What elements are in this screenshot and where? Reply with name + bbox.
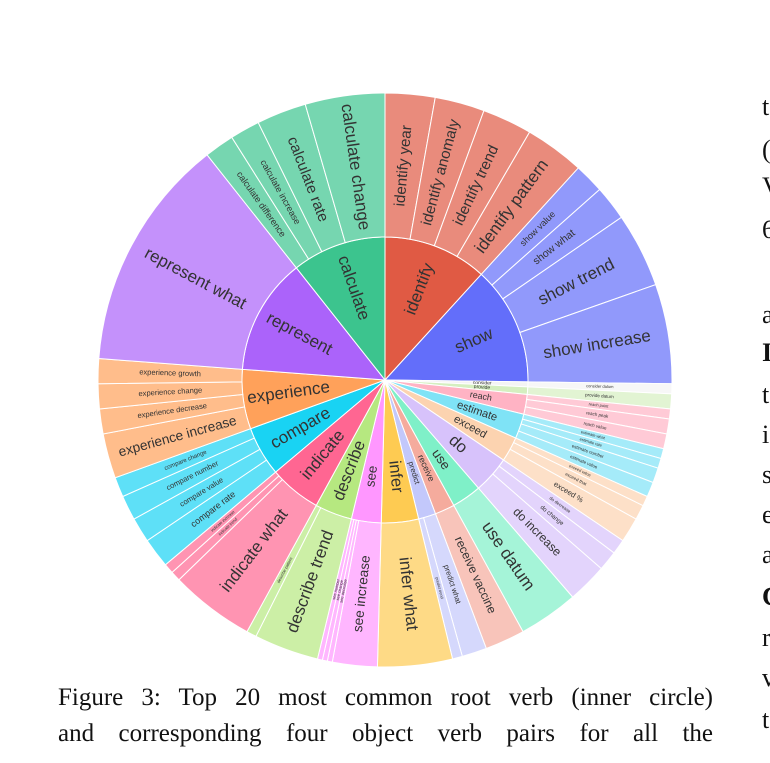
text-fragment: t <box>762 380 770 409</box>
outer-label: predict trend <box>434 577 444 600</box>
outer-label: estimate rate <box>579 436 603 448</box>
outer-label: provide datum <box>585 392 614 399</box>
outer-label: reach value <box>583 421 607 431</box>
text-fragment: ( <box>762 135 770 164</box>
text-fragment: V <box>762 172 770 202</box>
outer-label: reach point <box>588 401 609 408</box>
text-fragment: r <box>762 623 770 652</box>
text-fragment: i <box>762 420 770 449</box>
outer-label: estimate what <box>580 429 606 440</box>
outer-label: see change <box>335 579 344 601</box>
text-fragment: C <box>762 582 770 612</box>
outer-label: reach peak <box>586 410 610 419</box>
inner-label: see <box>362 465 380 488</box>
outer-label: experience change <box>138 385 202 398</box>
inner-label: provide <box>474 384 491 391</box>
outer-sector <box>304 92 386 244</box>
outer-label: experience growth <box>139 367 201 378</box>
caption-line: Figure 3: Top 20 most common root verb (… <box>58 684 713 711</box>
inner-label: consider <box>473 380 492 387</box>
outer-label: see number <box>331 578 341 600</box>
text-fragment: 6 <box>762 215 770 244</box>
text-fragment: t <box>762 705 770 734</box>
outer-label: see decrease <box>338 578 348 603</box>
inner-label: reach <box>469 389 493 403</box>
text-fragment: t <box>762 92 770 121</box>
text-fragment: v <box>762 663 770 692</box>
inner-label: infer <box>385 459 407 494</box>
caption-line: and corresponding four object verb pairs… <box>58 720 713 747</box>
text-fragment: I <box>762 338 770 367</box>
text-fragment: a <box>762 300 770 329</box>
outer-label: consider datum <box>586 383 614 389</box>
text-fragment: s <box>762 460 770 489</box>
text-fragment: a <box>762 540 770 569</box>
text-fragment: e <box>762 500 770 529</box>
outer-sector <box>98 154 298 370</box>
